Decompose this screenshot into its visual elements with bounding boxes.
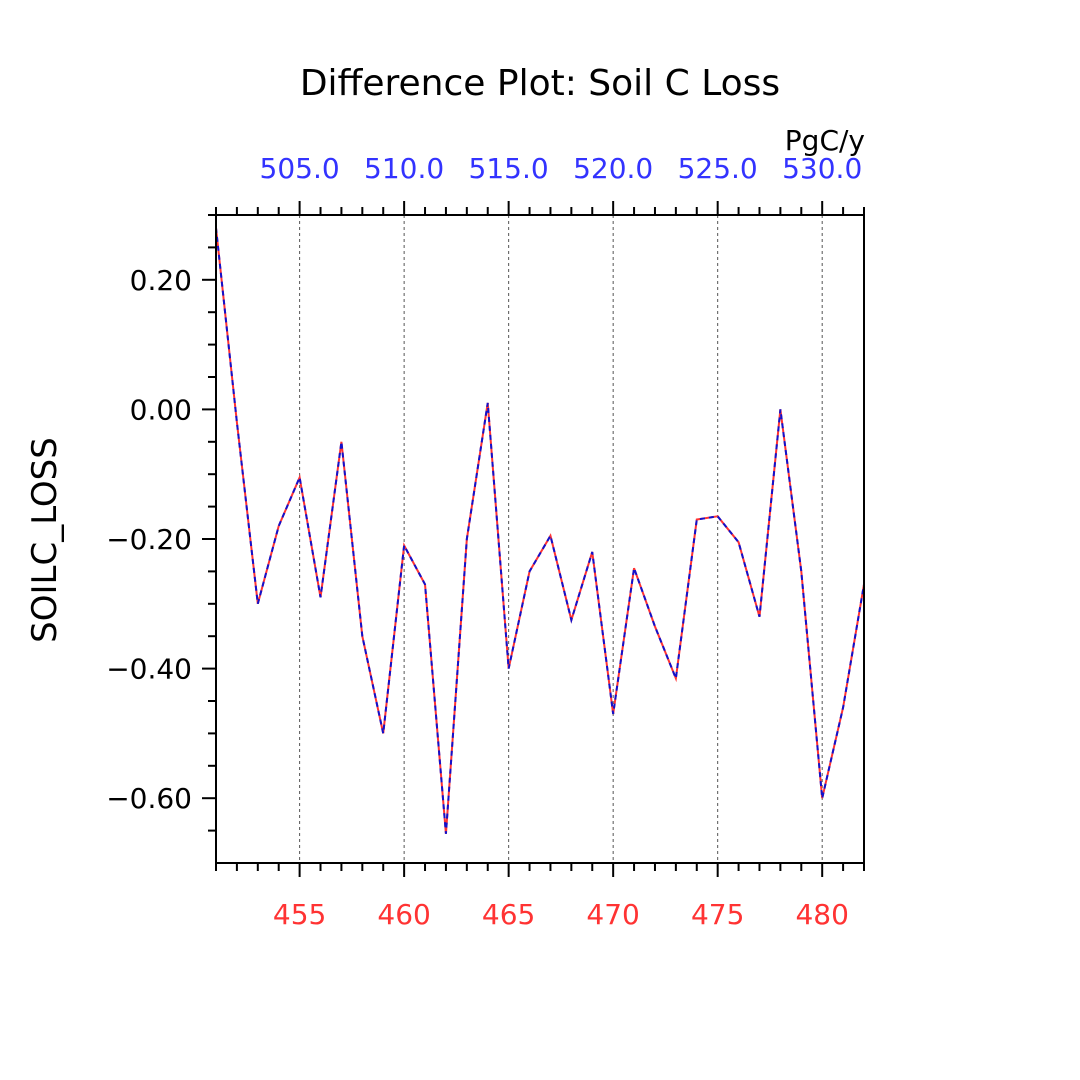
x-tick-label-top: 520.0 xyxy=(573,152,653,185)
x-tick-label-bottom: 475 xyxy=(691,898,744,931)
series-line-blue xyxy=(215,227,865,834)
tick-labels: 0.20 0.00 −0.20 −0.40 −0.60 455 460 465 470 475 48… xyxy=(106,152,862,931)
y-tick-label: 0.20 xyxy=(130,264,192,297)
x-tick-label-bottom: 455 xyxy=(273,898,326,931)
x-tick-label-top: 525.0 xyxy=(678,152,758,185)
y-tick-label: −0.60 xyxy=(106,782,192,815)
grid-lines xyxy=(299,215,823,863)
plot-series xyxy=(215,227,865,834)
y-tick-label: −0.40 xyxy=(106,653,192,686)
units-label: PgC/y xyxy=(785,124,865,157)
x-tick-label-bottom: 460 xyxy=(377,898,430,931)
x-tick-label-bottom: 480 xyxy=(795,898,848,931)
x-tick-label-top: 515.0 xyxy=(469,152,549,185)
y-tick-label: −0.20 xyxy=(106,523,192,556)
axis-ticks xyxy=(202,201,865,877)
x-tick-label-top: 510.0 xyxy=(364,152,444,185)
x-tick-label-bottom: 465 xyxy=(482,898,535,931)
y-axis-label: SOILC_LOSS xyxy=(25,437,65,643)
series-line-red xyxy=(215,227,865,834)
chart-title: Difference Plot: Soil C Loss xyxy=(300,63,780,104)
x-tick-label-bottom: 470 xyxy=(586,898,639,931)
x-tick-label-top: 530.0 xyxy=(782,152,862,185)
x-tick-label-top: 505.0 xyxy=(260,152,340,185)
y-tick-label: 0.00 xyxy=(130,393,192,426)
